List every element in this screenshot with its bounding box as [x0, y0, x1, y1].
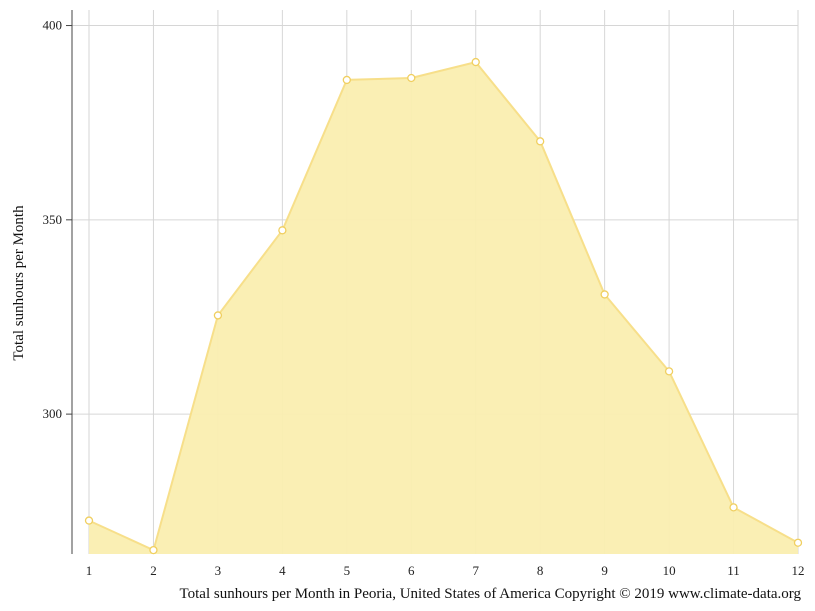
y-axis-ticks: 300 350 400	[43, 18, 72, 421]
x-tick-label-5: 5	[344, 563, 351, 578]
x-tick-label-10: 10	[663, 563, 676, 578]
y-axis-title: Total sunhours per Month	[11, 205, 27, 361]
x-tick-label-4: 4	[279, 563, 286, 578]
data-point-12	[793, 538, 803, 547]
data-point-10	[664, 367, 674, 376]
x-tick-label-3: 3	[215, 563, 222, 578]
data-point-7	[471, 57, 480, 67]
x-tick-label-9: 9	[601, 563, 608, 578]
x-tick-label-12: 12	[792, 563, 805, 578]
data-point-6	[407, 73, 416, 83]
x-tick-label-7: 7	[472, 563, 479, 578]
data-point-11	[729, 503, 738, 512]
y-tick-label-300: 300	[43, 406, 63, 421]
chart-caption: Total sunhours per Month in Peoria, Unit…	[180, 586, 802, 602]
x-tick-label-2: 2	[150, 563, 157, 578]
y-tick-label-350: 350	[43, 212, 63, 227]
data-point-3	[213, 311, 223, 320]
x-tick-label-1: 1	[86, 563, 93, 578]
x-tick-label-8: 8	[537, 563, 544, 578]
data-point-8	[536, 137, 545, 146]
sunhours-line	[88, 60, 799, 552]
y-tick-label-400: 400	[43, 18, 63, 33]
data-points	[84, 57, 803, 555]
data-point-5	[342, 75, 351, 85]
sunhours-area	[89, 62, 798, 554]
data-point-4	[278, 226, 287, 235]
data-point-2	[149, 545, 158, 555]
x-axis-ticks: 1 2 3 4 5 6 7 8 9 10 11 12	[86, 563, 805, 578]
x-tick-label-6: 6	[408, 563, 415, 578]
data-point-1	[84, 516, 94, 525]
x-tick-label-11: 11	[727, 563, 740, 578]
data-point-9	[600, 290, 609, 299]
